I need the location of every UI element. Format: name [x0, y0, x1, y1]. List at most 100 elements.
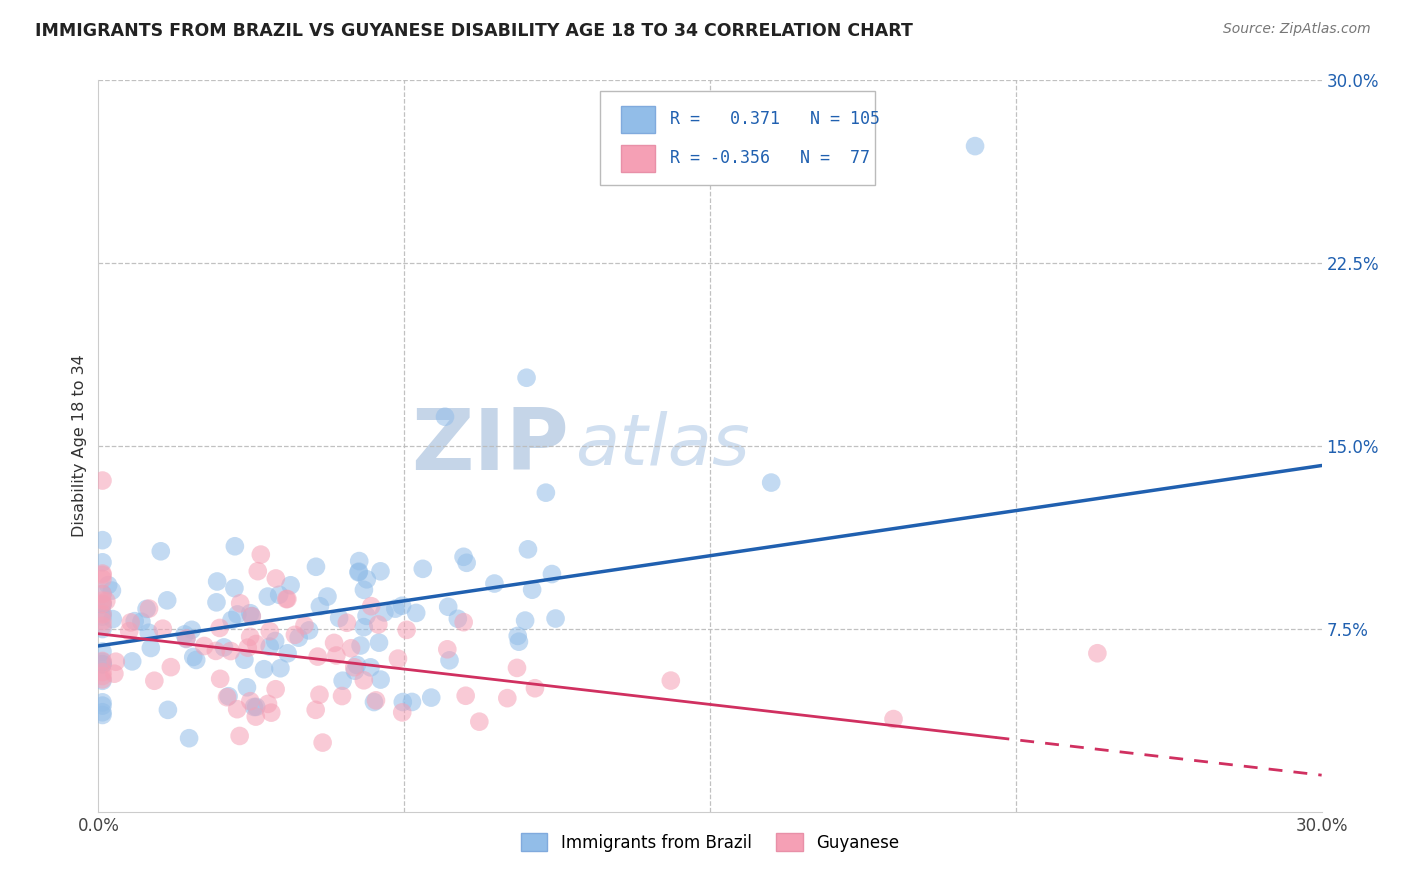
Point — [91, 598, 114, 612]
Point — [118, 624, 141, 639]
Point — [239, 606, 262, 620]
Point — [91, 597, 114, 611]
Point — [236, 681, 259, 695]
Point — [96, 594, 118, 608]
Point — [520, 582, 543, 597]
Point — [311, 736, 333, 750]
Point — [347, 554, 370, 568]
Point — [245, 709, 267, 723]
Point — [91, 669, 114, 683]
Point — [215, 690, 238, 705]
Point — [91, 705, 114, 719]
Point — [224, 581, 246, 595]
Point — [328, 611, 350, 625]
Text: R =   0.371   N = 105: R = 0.371 N = 105 — [669, 111, 880, 128]
Point — [91, 665, 114, 679]
Point — [269, 588, 291, 602]
Point — [91, 474, 114, 488]
Point — [245, 699, 267, 714]
Point — [91, 698, 114, 713]
Point — [277, 646, 299, 660]
Point — [294, 618, 316, 632]
Point — [91, 657, 114, 672]
Point — [181, 649, 204, 664]
Point — [180, 623, 202, 637]
Text: atlas: atlas — [575, 411, 749, 481]
Point — [91, 606, 114, 620]
Point — [453, 549, 475, 564]
Point — [91, 555, 114, 569]
Point — [391, 695, 413, 709]
Point — [239, 630, 262, 644]
Point — [276, 592, 298, 607]
Point — [260, 706, 283, 720]
Point — [484, 576, 506, 591]
Point — [434, 409, 457, 424]
Point — [412, 562, 434, 576]
Point — [659, 673, 682, 688]
Point — [91, 673, 114, 688]
Point — [516, 370, 538, 384]
Point — [544, 611, 567, 625]
Point — [965, 139, 987, 153]
Point — [156, 593, 179, 607]
Point — [91, 619, 114, 633]
Point — [259, 624, 281, 639]
Point — [309, 599, 332, 614]
Point — [91, 597, 114, 611]
Point — [264, 571, 287, 585]
Point — [176, 632, 198, 646]
Point — [280, 578, 302, 592]
Point — [91, 587, 114, 601]
Point — [456, 556, 478, 570]
Point — [506, 629, 529, 643]
Point — [246, 564, 269, 578]
Point — [209, 672, 232, 686]
Point — [332, 673, 354, 688]
Point — [91, 708, 114, 723]
Point — [284, 628, 307, 642]
Text: R = -0.356   N =  77: R = -0.356 N = 77 — [669, 149, 870, 167]
Point — [176, 632, 198, 646]
Point — [373, 606, 395, 620]
Point — [468, 714, 491, 729]
Point — [367, 617, 389, 632]
Point — [276, 592, 298, 607]
Point — [91, 614, 114, 628]
Point — [541, 567, 564, 582]
Point — [91, 654, 114, 668]
Text: ZIP: ZIP — [412, 404, 569, 488]
Point — [224, 539, 246, 553]
Point — [269, 661, 291, 675]
Point — [120, 615, 142, 630]
Point — [395, 623, 418, 637]
Point — [513, 614, 536, 628]
Point — [156, 703, 179, 717]
Point — [91, 673, 114, 687]
Point — [340, 641, 363, 656]
Point — [91, 566, 114, 581]
Point — [91, 607, 114, 622]
Point — [343, 664, 366, 678]
Point — [91, 533, 114, 548]
Point — [208, 621, 231, 635]
FancyBboxPatch shape — [600, 91, 875, 185]
Point — [330, 689, 353, 703]
Point — [131, 615, 153, 629]
Point — [91, 593, 114, 607]
Point — [101, 583, 124, 598]
Point — [205, 595, 228, 609]
Point — [124, 614, 146, 628]
Point — [437, 599, 460, 614]
Point — [91, 587, 114, 601]
Point — [401, 695, 423, 709]
Point — [221, 613, 243, 627]
Point — [91, 644, 114, 658]
Point — [1085, 646, 1108, 660]
Point — [233, 653, 256, 667]
Point — [356, 572, 378, 586]
Text: IMMIGRANTS FROM BRAZIL VS GUYANESE DISABILITY AGE 18 TO 34 CORRELATION CHART: IMMIGRANTS FROM BRAZIL VS GUYANESE DISAB… — [35, 22, 912, 40]
Point — [453, 615, 475, 630]
Y-axis label: Disability Age 18 to 34: Disability Age 18 to 34 — [72, 355, 87, 537]
Point — [138, 625, 160, 640]
